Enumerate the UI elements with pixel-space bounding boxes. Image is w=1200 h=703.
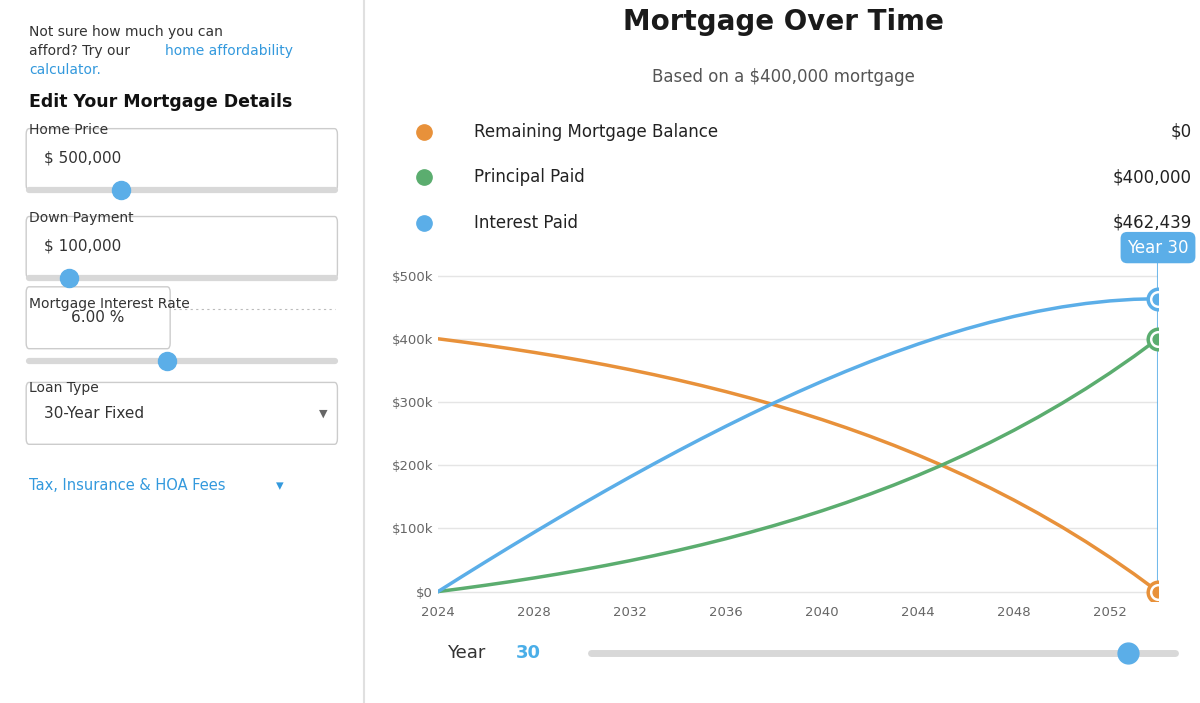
Text: Not sure how much you can: Not sure how much you can [29, 25, 223, 39]
FancyBboxPatch shape [26, 129, 337, 191]
Text: home affordability: home affordability [166, 44, 294, 58]
Text: calculator.: calculator. [29, 63, 101, 77]
Text: Principal Paid: Principal Paid [474, 168, 586, 186]
Text: Down Payment: Down Payment [29, 211, 133, 225]
Point [1148, 586, 1168, 598]
Text: Year: Year [446, 645, 485, 662]
FancyBboxPatch shape [26, 382, 337, 444]
Text: $400,000: $400,000 [1112, 168, 1192, 186]
Point [1148, 293, 1168, 304]
Text: Mortgage Over Time: Mortgage Over Time [623, 8, 943, 36]
Text: Interest Paid: Interest Paid [474, 214, 578, 232]
Text: $0: $0 [1170, 122, 1192, 141]
Text: ▼: ▼ [319, 408, 328, 418]
Text: Home Price: Home Price [29, 123, 108, 137]
Text: 30-Year Fixed: 30-Year Fixed [43, 406, 144, 421]
FancyBboxPatch shape [26, 287, 170, 349]
Text: afford? Try our: afford? Try our [29, 44, 134, 58]
FancyBboxPatch shape [26, 217, 337, 278]
Text: 6.00 %: 6.00 % [72, 310, 125, 325]
Text: $ 500,000: $ 500,000 [43, 150, 121, 166]
Text: Loan Type: Loan Type [29, 381, 98, 395]
Text: $ 100,000: $ 100,000 [43, 238, 121, 254]
Text: 30: 30 [516, 645, 541, 662]
Text: $462,439: $462,439 [1112, 214, 1192, 232]
Point [1148, 333, 1168, 344]
Point [1148, 293, 1168, 304]
Text: Mortgage Interest Rate: Mortgage Interest Rate [29, 297, 190, 311]
Text: Tax, Insurance & HOA Fees: Tax, Insurance & HOA Fees [29, 478, 235, 493]
Text: Edit Your Mortgage Details: Edit Your Mortgage Details [29, 93, 293, 111]
Point [1148, 333, 1168, 344]
Text: Remaining Mortgage Balance: Remaining Mortgage Balance [474, 122, 719, 141]
Text: Based on a $400,000 mortgage: Based on a $400,000 mortgage [652, 68, 914, 86]
Point [1148, 586, 1168, 598]
Text: ▾: ▾ [276, 478, 284, 493]
Text: Year 30: Year 30 [1127, 238, 1189, 257]
